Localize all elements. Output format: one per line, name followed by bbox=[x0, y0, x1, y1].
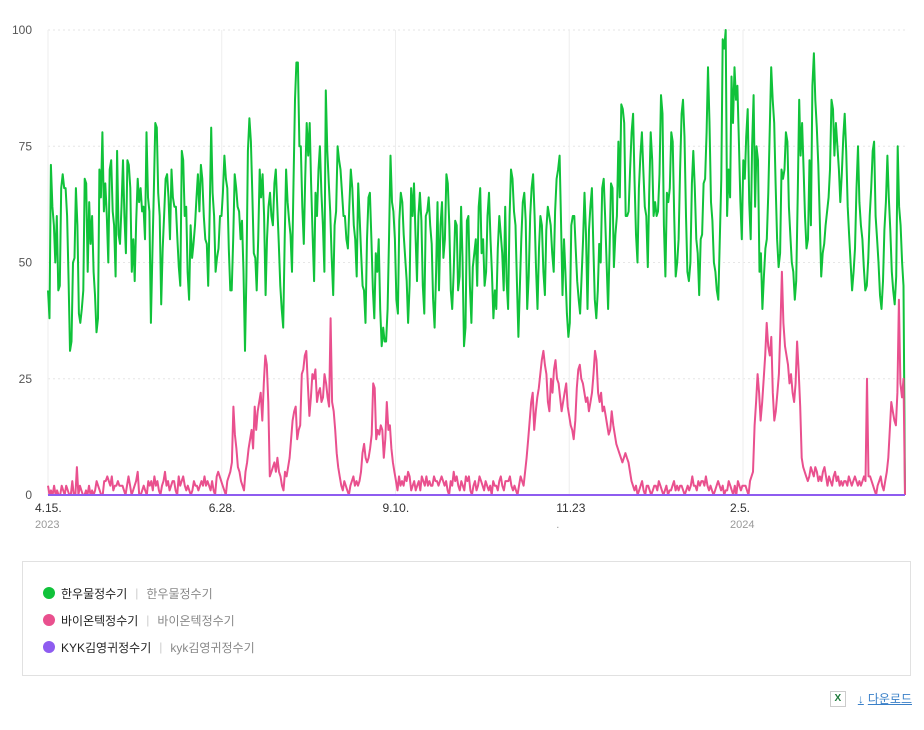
series-lines bbox=[47, 29, 906, 496]
series-line bbox=[47, 29, 906, 496]
y-tick-label: 0 bbox=[25, 488, 32, 502]
legend-name: 한우물정수기 bbox=[61, 586, 128, 601]
axes: 0 25 50 75 100 4.15. 2023 6.28. 9.10. 11.23. 2.5. 2… bbox=[12, 23, 755, 531]
y-tick-label: 25 bbox=[19, 372, 33, 386]
legend-separator: | bbox=[135, 586, 139, 600]
x-tick-label: 4.15. bbox=[35, 501, 62, 515]
line-chart: 0 25 50 75 100 4.15. 2023 6.28. 9.10. 11.23. 2.5. 2… bbox=[12, 23, 906, 531]
legend-separator: | bbox=[159, 640, 163, 654]
legend-dot bbox=[43, 641, 55, 653]
legend-item-kyk[interactable]: KYK김영귀정수기 | kyk김영귀정수기 bbox=[43, 637, 255, 657]
y-tick-label: 50 bbox=[19, 256, 33, 270]
legend: 한우물정수기 | 한우물정수기 바이온텍정수기 | 바이온텍정수기 KYK김영귀… bbox=[22, 561, 911, 676]
x-tick-label: 11.23 bbox=[556, 501, 585, 515]
x-tick-sublabel: . bbox=[556, 519, 559, 531]
legend-name: 바이온텍정수기 bbox=[61, 613, 139, 628]
y-tick-label: 75 bbox=[19, 139, 33, 153]
x-tick-sublabel: 2023 bbox=[35, 519, 59, 531]
legend-desc: 바이온텍정수기 bbox=[157, 613, 235, 628]
legend-dot bbox=[43, 614, 55, 626]
legend-item-bionteck[interactable]: 바이온텍정수기 | 바이온텍정수기 bbox=[43, 610, 235, 630]
x-tick-sublabel: 2024 bbox=[730, 519, 754, 531]
legend-desc: 한우물정수기 bbox=[146, 586, 213, 601]
x-tick-label: 6.28. bbox=[209, 501, 236, 515]
download-label: 다운로드 bbox=[867, 692, 912, 706]
legend-dot bbox=[43, 587, 55, 599]
excel-icon[interactable] bbox=[829, 690, 846, 707]
legend-desc: kyk김영귀정수기 bbox=[170, 640, 255, 655]
download-link[interactable]: ↓ 다운로드 bbox=[858, 690, 912, 707]
legend-separator: | bbox=[146, 613, 150, 627]
x-tick-label: 2.5. bbox=[730, 501, 750, 515]
y-tick-label: 100 bbox=[12, 23, 32, 37]
x-tick-label: 9.10. bbox=[382, 501, 409, 515]
download-arrow-icon: ↓ bbox=[857, 691, 864, 706]
chart-footer: ↓ 다운로드 bbox=[829, 690, 912, 707]
series-line bbox=[47, 270, 906, 496]
legend-name: KYK김영귀정수기 bbox=[61, 640, 152, 655]
legend-item-hanwoomul[interactable]: 한우물정수기 | 한우물정수기 bbox=[43, 583, 213, 603]
chart: 0 25 50 75 100 4.15. 2023 6.28. 9.10. 11.23. 2.5. 2… bbox=[12, 23, 906, 531]
